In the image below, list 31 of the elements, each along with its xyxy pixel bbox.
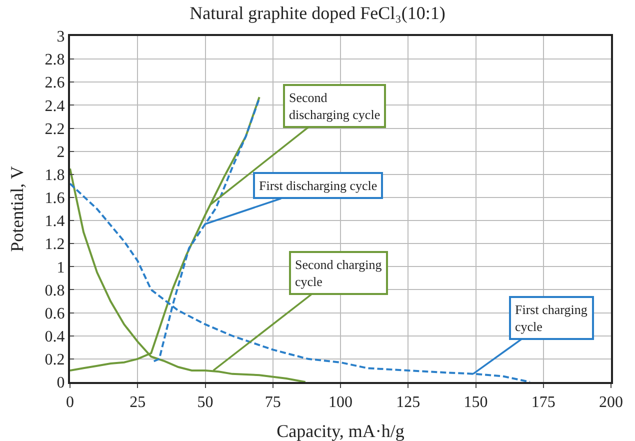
y-tick-label: 2.2	[44, 120, 65, 138]
y-tick-label: 0.6	[44, 305, 65, 322]
y-tick-label: 1.6	[44, 190, 65, 208]
x-tick-label: 175	[531, 394, 556, 412]
y-tick-label: 1.4	[44, 213, 65, 230]
y-tick-label: 0.8	[44, 282, 65, 300]
y-tick-label: 2.8	[44, 52, 65, 69]
chart-title: Natural graphite doped FeCl₃(10:1)	[190, 3, 446, 24]
y-tick-label: 0	[56, 374, 65, 392]
y-tick-label: 2.4	[44, 98, 65, 115]
y-tick-label: 1.2	[44, 236, 65, 254]
y-tick-label: 1	[56, 259, 65, 276]
annotation: First charging cycle	[515, 302, 588, 334]
x-tick-label: 150	[464, 394, 488, 412]
x-tick-label: 125	[396, 394, 420, 412]
y-tick-label: 1.8	[44, 167, 65, 184]
y-tick-label: 2.6	[44, 74, 65, 92]
y-tick-label: 0.2	[44, 352, 65, 369]
annotation: Second charging cycle	[295, 257, 382, 289]
y-tick-label: 0.4	[44, 328, 65, 346]
y-tick-label: 2	[56, 144, 65, 161]
x-tick-label: 50	[197, 394, 214, 412]
annotation: First discharging cycle	[259, 178, 378, 193]
annotation: Second discharging cycle	[289, 90, 380, 122]
y-axis-title: Potential, V	[7, 166, 27, 252]
x-tick-label: 100	[328, 394, 352, 412]
y-tick-label: 3	[56, 28, 65, 46]
x-tick-label: 200	[599, 394, 623, 412]
x-axis-title: Capacity, mA·h/g	[276, 421, 404, 441]
x-tick-label: 75	[264, 394, 281, 412]
x-tick-label: 25	[130, 394, 146, 412]
